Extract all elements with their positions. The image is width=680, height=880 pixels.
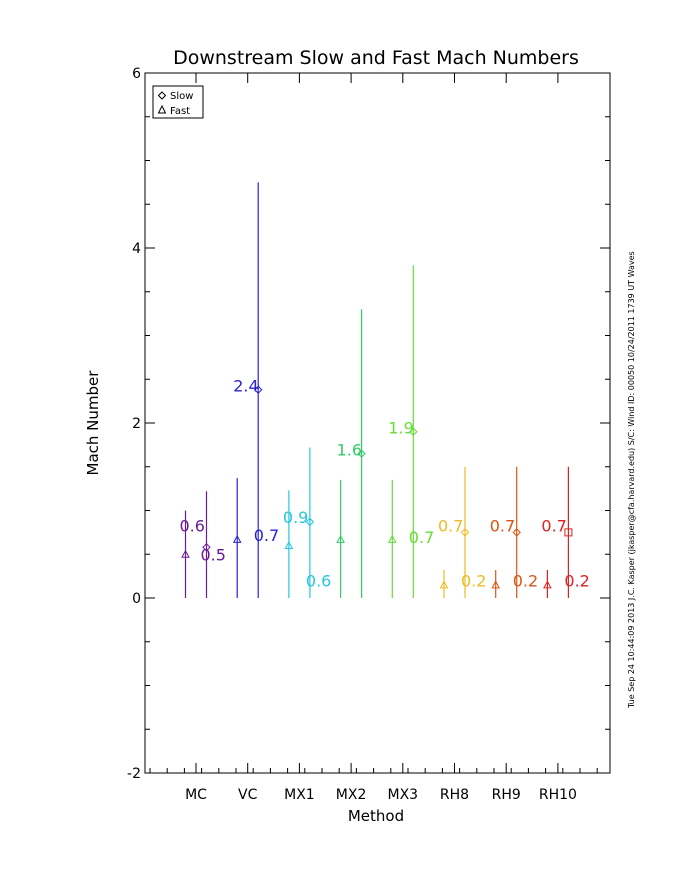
value-label-slow: 0.5	[201, 545, 226, 564]
x-tick-label: MX1	[284, 787, 315, 803]
value-label-slow: 2.4	[233, 376, 258, 395]
run-info-note: Tue Sep 24 10:44:09 2013 J.C. Kasper (jk…	[627, 251, 636, 708]
y-axis: -2 0 2 4 6	[127, 66, 610, 782]
y-tick-label: 6	[132, 66, 141, 82]
value-label-fast: 0.7	[490, 517, 515, 536]
legend-label-slow: Slow	[170, 91, 193, 102]
diamond-marker	[460, 528, 470, 537]
diamond-marker	[305, 517, 315, 527]
error-bars	[184, 182, 570, 598]
value-label-extra: 0.7	[409, 528, 434, 547]
triangle-marker	[232, 534, 242, 543]
legend: Slow Fast	[152, 85, 204, 119]
x-tick-label: VC	[238, 787, 258, 803]
value-label-slow: 0.2	[513, 572, 538, 591]
value-label-slow: 1.9	[388, 418, 413, 437]
x-tick-label: MX3	[388, 787, 419, 803]
diamond-marker	[409, 427, 418, 436]
chart-title: Downstream Slow and Fast Mach Numbers	[173, 47, 579, 69]
triangle-marker	[387, 534, 397, 543]
x-tick-label: MC	[185, 787, 207, 803]
y-tick-label: -2	[127, 766, 141, 782]
value-label-fast: 0.7	[541, 517, 566, 536]
value-label-fast: 0.9	[283, 508, 308, 527]
x-tick-label: RH10	[539, 787, 577, 803]
value-label-slow: 0.6	[306, 572, 331, 591]
triangle-marker	[439, 580, 449, 589]
x-axis: MC VC MX1 MX2 MX3 RH8 RH9 RH10	[149, 73, 598, 803]
value-label-fast: 0.6	[180, 517, 205, 536]
data-markers	[181, 385, 573, 589]
triangle-marker	[491, 580, 501, 589]
legend-label-fast: Fast	[170, 106, 190, 117]
y-tick-label: 0	[132, 591, 141, 607]
value-label-slow: 0.2	[564, 572, 589, 591]
diamond-marker	[253, 385, 263, 394]
plot-frame	[144, 72, 611, 774]
x-tick-label: MX2	[336, 787, 367, 803]
diamond-marker	[512, 528, 521, 537]
square-marker	[564, 528, 573, 537]
diamond-icon	[157, 91, 167, 100]
y-tick-label: 2	[132, 416, 141, 432]
value-label-extra: 0.7	[254, 526, 279, 545]
triangle-marker	[543, 580, 552, 589]
value-label-slow: 1.6	[337, 440, 362, 459]
y-tick-label: 4	[132, 241, 141, 257]
triangle-marker	[284, 540, 294, 549]
y-axis-label: Mach Number	[84, 370, 102, 476]
triangle-marker	[181, 549, 190, 558]
triangle-marker	[336, 534, 345, 543]
x-tick-label: RH8	[440, 787, 469, 803]
value-label-slow: 0.2	[461, 572, 486, 591]
diamond-marker	[357, 449, 366, 458]
diamond-marker	[202, 543, 211, 552]
triangle-icon	[157, 104, 167, 114]
x-tick-label: RH9	[492, 787, 521, 803]
x-axis-label: Method	[348, 807, 404, 825]
value-labels: 0.6 0.9 0.7 0.7 0.70.52.40.61.61.90.2 0.2 0.20…	[180, 376, 590, 590]
value-label-fast: 0.7	[438, 517, 463, 536]
